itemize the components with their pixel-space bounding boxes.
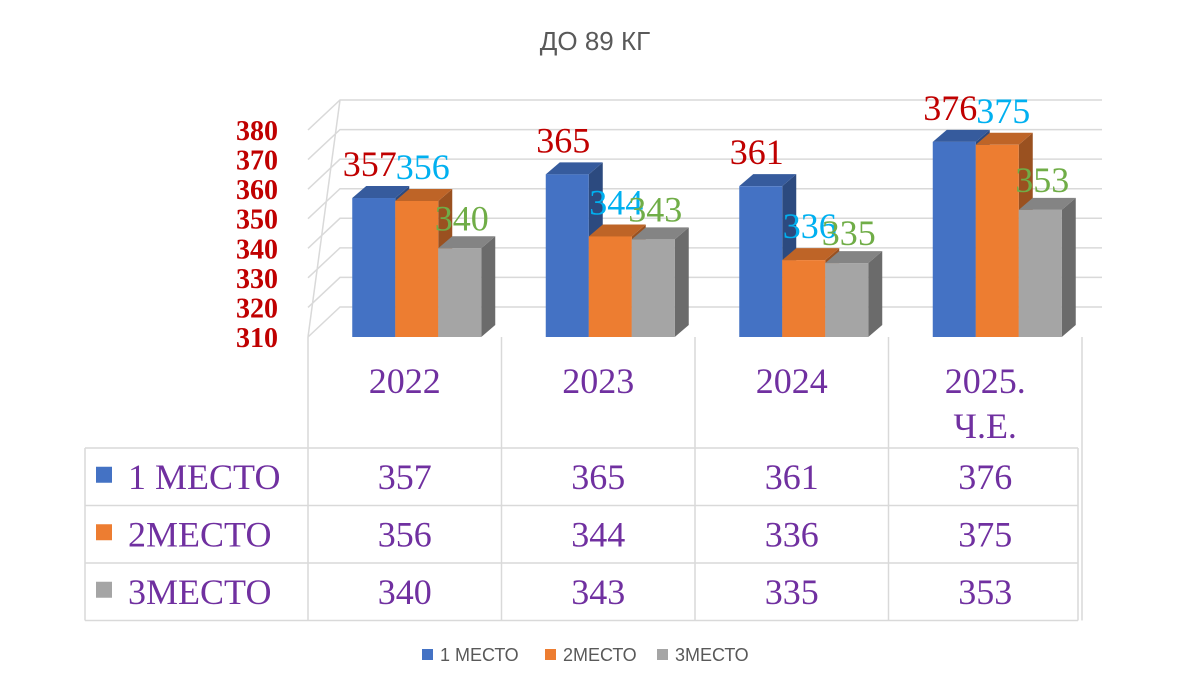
legend-swatch (422, 649, 433, 660)
series-name: 1 МЕСТО (128, 457, 281, 497)
data-label: 353 (1015, 160, 1069, 200)
y-tick-label: 320 (236, 293, 278, 324)
bar-front (352, 198, 396, 337)
legend-label: 1 МЕСТО (440, 645, 519, 665)
bar-top (825, 251, 883, 264)
y-tick-label: 370 (236, 146, 278, 177)
bar-front (395, 200, 439, 337)
y-tick-label: 330 (236, 264, 278, 295)
y-tick-label: 310 (236, 323, 278, 354)
bar-front (545, 174, 589, 337)
legend-label: 2МЕСТО (563, 645, 637, 665)
gridline (307, 158, 1102, 190)
data-label: 376 (923, 88, 977, 128)
bar-top (1018, 197, 1076, 210)
table-cell: 336 (765, 514, 819, 554)
data-table: 2022 2023 2024 2025. Ч.Е. 1 МЕСТО 357 365 361 376… (84, 337, 1083, 622)
bar (438, 236, 496, 337)
bar-top (352, 186, 410, 199)
gridline (307, 128, 1102, 161)
bar-side (868, 251, 883, 337)
bar-top (438, 236, 496, 249)
category-label: 2024 (756, 361, 828, 401)
data-label: 344 (589, 182, 643, 222)
table-cell: 376 (958, 457, 1012, 497)
left-wall-edge (307, 99, 341, 338)
gridline (307, 217, 1102, 249)
bars (352, 129, 1076, 337)
bar-front (1018, 209, 1062, 337)
data-label: 336 (783, 206, 837, 246)
bar-front (825, 263, 869, 337)
data-label: 375 (976, 91, 1030, 131)
table-cell: 335 (765, 572, 819, 612)
bar-front (975, 144, 1019, 337)
series-name: 2МЕСТО (128, 514, 272, 554)
bar-front (739, 186, 783, 337)
data-label: 340 (435, 198, 489, 238)
legend: 1 МЕСТО 2МЕСТО 3МЕСТО (422, 645, 749, 665)
bar-top (932, 129, 990, 142)
bar-top (739, 174, 797, 187)
legend-key (96, 466, 112, 483)
table-cell: 361 (765, 457, 819, 497)
y-tick-label: 340 (236, 234, 278, 265)
legend-label: 3МЕСТО (675, 645, 749, 665)
category-label: 2023 (562, 361, 634, 401)
bar-front (782, 260, 826, 337)
table-cell: 353 (958, 572, 1012, 612)
series-name: 3МЕСТО (128, 572, 272, 612)
bar-front (932, 141, 976, 337)
bar (631, 227, 689, 337)
y-tick-label: 380 (236, 116, 278, 147)
bar-side (1061, 197, 1076, 337)
table-cell: 357 (378, 457, 432, 497)
legend-swatch (657, 649, 668, 660)
gridlines (307, 99, 1102, 338)
y-tick-label: 360 (236, 175, 278, 206)
legend-key (96, 524, 112, 541)
table-cell: 344 (571, 514, 625, 554)
bar (1018, 197, 1076, 337)
gridline (307, 99, 1102, 131)
table-cell: 356 (378, 514, 432, 554)
bar-top (975, 132, 1033, 145)
bar-top (631, 227, 689, 240)
category-label: 2022 (369, 361, 441, 401)
legend-key (96, 581, 112, 598)
plot-walls (307, 99, 341, 338)
bar-front (631, 239, 675, 337)
data-label: 356 (396, 147, 450, 187)
bar-front (438, 248, 482, 337)
table-cell: 343 (571, 572, 625, 612)
table-cell: 365 (571, 457, 625, 497)
data-label: 361 (730, 132, 784, 172)
bar-top (545, 162, 603, 175)
y-tick-label: 350 (236, 205, 278, 236)
gridline (307, 187, 1102, 220)
category-label: Ч.Е. (954, 406, 1017, 446)
data-label: 343 (628, 189, 682, 229)
bar-top (395, 188, 453, 201)
bar-front (588, 236, 632, 337)
legend-swatch (545, 649, 556, 660)
bar-side (674, 227, 689, 337)
data-label: 335 (822, 213, 876, 253)
bar (545, 162, 603, 337)
bar-top (782, 248, 840, 261)
gridline (307, 247, 1102, 279)
category-label: 2025. (945, 361, 1026, 401)
data-label: 365 (536, 120, 590, 160)
data-label: 357 (343, 144, 397, 184)
bar (825, 251, 883, 337)
chart-title: ДО 89 КГ (540, 26, 650, 56)
table-cell: 375 (958, 514, 1012, 554)
bar-top (588, 224, 646, 237)
bar-side (481, 236, 496, 337)
table-cell: 340 (378, 572, 432, 612)
